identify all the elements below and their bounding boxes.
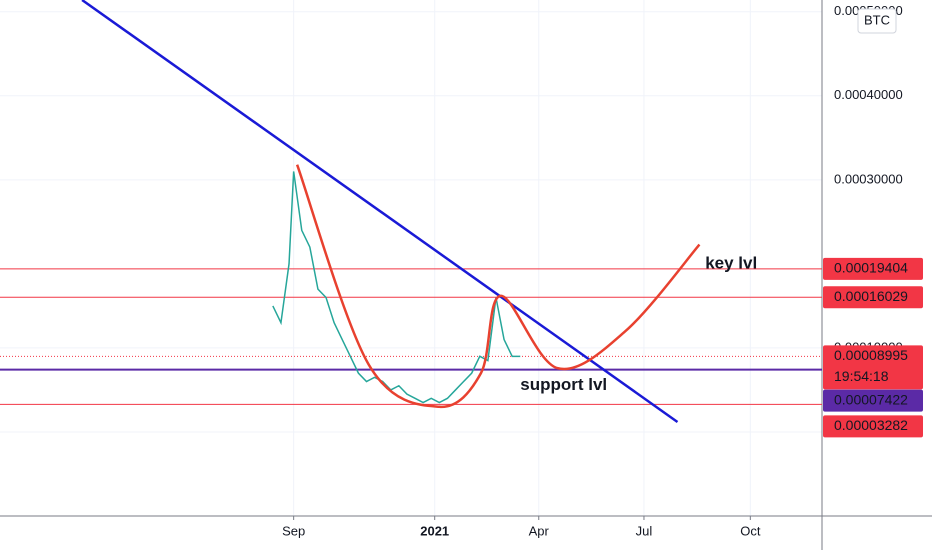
price-label: 0.00008995 xyxy=(834,347,908,363)
drawing xyxy=(81,0,679,423)
price-line xyxy=(272,171,521,404)
y-tick-label: 0.00040000 xyxy=(834,87,903,102)
price-label: 0.00016029 xyxy=(834,288,908,304)
x-tick-label: Jul xyxy=(636,523,653,538)
price-label: 0.00007422 xyxy=(834,391,908,407)
x-tick-label: Apr xyxy=(529,523,550,538)
symbol-box xyxy=(857,8,897,34)
countdown: 19:54:18 xyxy=(834,368,889,384)
price-label: 0.00019404 xyxy=(834,260,908,276)
x-tick-label: Sep xyxy=(282,523,305,538)
y-tick-label: 0.00030000 xyxy=(834,171,903,186)
x-tick-label: Oct xyxy=(740,523,761,538)
price-label-box xyxy=(823,389,923,412)
price-label-box xyxy=(823,257,923,280)
price-label-box xyxy=(823,345,923,390)
price-label: 0.00003282 xyxy=(834,417,908,433)
annotation: key lvl xyxy=(705,253,757,272)
price-label-box xyxy=(823,286,923,309)
x-tick-label: 2021 xyxy=(420,523,449,538)
annotation: support lvl xyxy=(520,375,607,394)
price-label-box xyxy=(823,415,923,438)
drawing xyxy=(295,164,701,409)
symbol: BTC xyxy=(864,12,890,27)
